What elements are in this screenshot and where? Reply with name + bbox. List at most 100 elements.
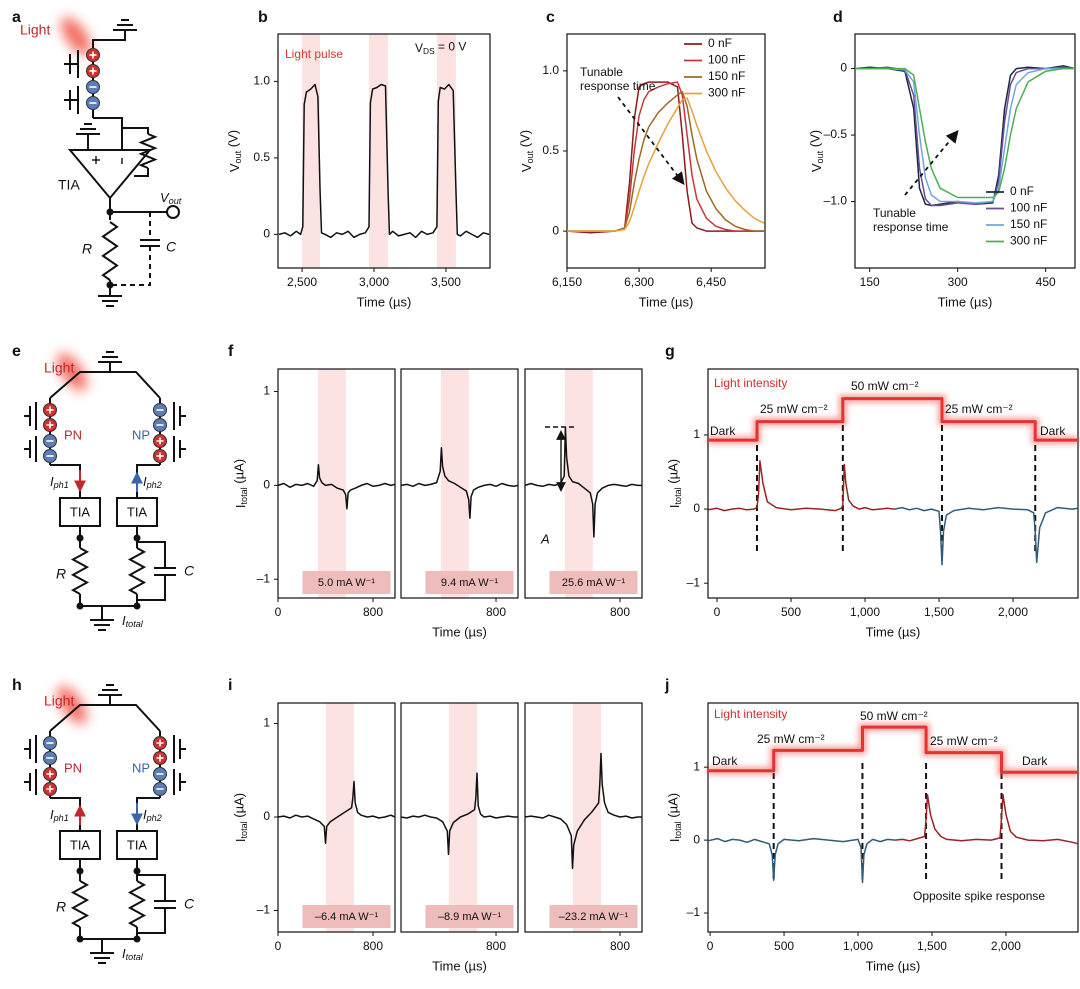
y-tick-label: 0 xyxy=(693,832,700,846)
amplifier xyxy=(59,497,101,527)
y-tick-label: 1 xyxy=(263,716,270,730)
panel-label: d xyxy=(833,9,843,26)
annotation: Opposite spike response xyxy=(913,889,1045,903)
trace xyxy=(524,426,642,538)
intensity-line xyxy=(708,725,1078,774)
itotal-label-part: total xyxy=(126,620,144,630)
legend-label: 300 nF xyxy=(708,86,745,100)
x-tick-label: 800 xyxy=(610,605,630,619)
annotation: Tunable xyxy=(873,206,916,220)
trace xyxy=(894,794,1079,845)
annotation: response time xyxy=(580,79,656,93)
y-axis-label: Vout (V) xyxy=(518,130,536,172)
wire xyxy=(137,908,166,934)
y-axis-label-part: (µA) xyxy=(232,459,247,487)
y-tick-label: 1 xyxy=(693,427,700,441)
x-axis-label: Time (µs) xyxy=(866,958,921,973)
y-tick-label: –0.5 xyxy=(824,127,848,141)
trace xyxy=(855,67,1075,204)
iph1-label-part: ph1 xyxy=(53,481,69,491)
trace xyxy=(400,772,518,856)
y-axis-label: Vout (V) xyxy=(808,130,826,172)
wire xyxy=(122,127,149,134)
box-label: 5.0 mA W⁻¹ xyxy=(318,577,375,589)
wire xyxy=(134,168,149,177)
light-shade xyxy=(325,703,354,932)
r-label: R xyxy=(56,566,66,582)
y-axis-label-part: I xyxy=(667,839,682,843)
x-tick-label: 500 xyxy=(774,939,794,953)
y-tick-label: –1 xyxy=(257,571,271,585)
panel-label: e xyxy=(12,343,21,360)
x-tick-label: 300 xyxy=(948,275,968,289)
legend-label: 100 nF xyxy=(1010,201,1047,215)
y-tick-label: 0 xyxy=(263,478,270,492)
x-axis-label: Time (µs) xyxy=(639,294,694,309)
x-tick-label: 6,150 xyxy=(552,275,582,289)
resistor xyxy=(101,221,119,281)
y-axis-label-part: (µA) xyxy=(232,793,247,821)
node xyxy=(133,867,141,875)
resistor xyxy=(138,133,158,169)
annotation: Dark xyxy=(1040,424,1066,438)
x-tick-label: 0 xyxy=(714,605,721,619)
series-label: Light intensity xyxy=(714,707,787,721)
annotation: 25 mW cm⁻² xyxy=(945,402,1013,416)
wire xyxy=(49,371,161,399)
annotation: Dark xyxy=(712,754,738,768)
x-tick-label: 800 xyxy=(363,605,383,619)
light-label: Light xyxy=(44,360,74,376)
box-label: –23.2 mA W⁻¹ xyxy=(559,911,629,923)
annotation-part: DS xyxy=(423,46,435,56)
itotal-label-part: I xyxy=(122,946,126,961)
annotation: VDS = 0 V xyxy=(415,40,466,56)
light-shade xyxy=(448,703,477,932)
trace xyxy=(277,780,396,844)
legend-label: 0 nF xyxy=(1010,184,1034,198)
light-shade xyxy=(368,34,388,268)
x-tick-label: 0 xyxy=(275,939,282,953)
y-axis-label-part: out xyxy=(234,150,244,163)
vout-label: Vout xyxy=(160,190,182,206)
wire xyxy=(92,30,126,48)
y-axis-label-part: total xyxy=(674,821,684,838)
resistor xyxy=(127,880,147,928)
trace xyxy=(566,81,764,234)
label-box xyxy=(425,905,514,928)
x-tick-label: 450 xyxy=(1036,275,1056,289)
plot-frame xyxy=(707,368,1079,599)
amp-label: TIA xyxy=(70,504,91,519)
x-axis-label: Time (µs) xyxy=(938,294,993,309)
amp-label: TIA xyxy=(58,177,80,193)
y-tick-label: 1.0 xyxy=(542,63,559,77)
annotation: Light pulse xyxy=(285,47,343,61)
panel-label: g xyxy=(665,343,675,360)
series-label: Light intensity xyxy=(714,376,787,390)
x-tick-label: 0 xyxy=(707,939,714,953)
iph2-label-part: I xyxy=(143,474,147,489)
node xyxy=(106,281,114,289)
y-tick-label: 1 xyxy=(263,384,270,398)
trace xyxy=(855,66,1076,207)
panel-label: b xyxy=(258,9,268,26)
plot-frame xyxy=(277,368,396,599)
light-glow xyxy=(56,686,88,724)
x-tick-label: 500 xyxy=(781,605,801,619)
x-tick-label: 800 xyxy=(486,939,506,953)
iph1-label-part: ph1 xyxy=(53,814,69,824)
x-tick-label: 6,450 xyxy=(696,275,726,289)
terminal xyxy=(166,205,180,219)
resistor xyxy=(70,547,90,595)
legend-label: 0 nF xyxy=(708,36,732,50)
light-label: Light xyxy=(20,22,50,38)
trace xyxy=(854,65,1076,207)
annotation: 50 mW cm⁻² xyxy=(851,379,919,393)
arrow xyxy=(617,96,685,186)
x-tick-label: 6,300 xyxy=(624,275,654,289)
y-axis-label-part: (V) xyxy=(518,130,533,151)
iph1-label: Iph1 xyxy=(50,807,69,823)
wire xyxy=(137,874,166,901)
c-label: C xyxy=(166,239,177,255)
itotal-label: Itotal xyxy=(122,946,144,962)
